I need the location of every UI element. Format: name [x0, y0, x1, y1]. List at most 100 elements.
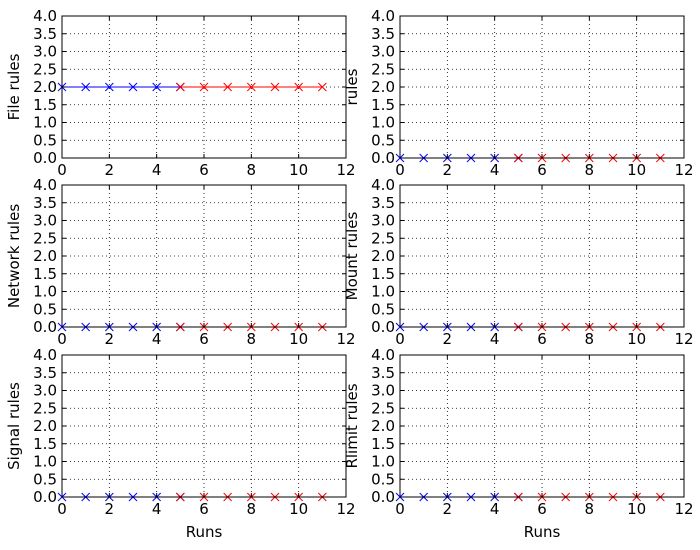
- y-tick-label: 2.0: [371, 247, 395, 265]
- y-tick-label: 4.0: [371, 7, 395, 25]
- x-tick-label: 10: [627, 500, 646, 518]
- x-tick-label: 0: [57, 161, 67, 179]
- y-tick-label: 0.0: [371, 318, 395, 336]
- y-tick-label: 2.0: [371, 417, 395, 435]
- x-tick-label: 12: [336, 500, 355, 518]
- y-tick-label: 2.0: [33, 247, 57, 265]
- y-axis-label: Mount rules: [343, 211, 361, 300]
- subplot-6: 0 2 4 6 8 10 12 0.00.51.01.52.02.53.03.54.0 Rlim…: [343, 346, 694, 541]
- x-tick-label: 0: [395, 330, 405, 348]
- x-tick-label: 6: [199, 500, 209, 518]
- x-tick-label: 2: [443, 161, 453, 179]
- x-tick-label: 8: [247, 161, 257, 179]
- y-tick-label: 3.5: [371, 194, 395, 212]
- y-tick-label: 2.5: [371, 60, 395, 78]
- x-tick-label: 4: [490, 330, 500, 348]
- data-point: [270, 82, 280, 92]
- subplot-5: 0 2 4 6 8 10 12 0.00.51.01.52.02.53.03.54.0 Sign…: [5, 346, 356, 541]
- x-tick-label: 6: [199, 330, 209, 348]
- y-tick-label: 0.0: [33, 488, 57, 506]
- y-tick-label: 1.0: [371, 453, 395, 471]
- y-tick-label: 3.0: [371, 212, 395, 230]
- y-tick-label: 1.0: [371, 283, 395, 301]
- y-tick-label: 0.5: [371, 470, 395, 488]
- y-tick-label: 2.0: [33, 417, 57, 435]
- x-tick-label: 8: [247, 330, 257, 348]
- subplot-2: 0 2 4 6 8 10 12 0.00.51.01.52.02.53.03.54.0 rule…: [343, 7, 694, 179]
- x-axis-label: Runs: [186, 523, 223, 541]
- x-tick-label: 0: [395, 161, 405, 179]
- y-axis-label: Rlimit rules: [343, 383, 361, 468]
- grid: [400, 185, 684, 327]
- y-tick-label: 3.5: [371, 25, 395, 43]
- y-tick-label: 2.5: [371, 229, 395, 247]
- y-tick-label: 0.5: [33, 470, 57, 488]
- grid: [400, 16, 684, 158]
- x-tick-label: 6: [199, 161, 209, 179]
- y-tick-label: 2.0: [371, 78, 395, 96]
- x-tick-label: 2: [105, 330, 115, 348]
- y-tick-label: 3.5: [33, 364, 57, 382]
- subplot-4: 0 2 4 6 8 10 12 0.00.51.01.52.02.53.03.54.0 Moun…: [343, 176, 694, 348]
- data-point: [223, 82, 233, 92]
- x-tick-label: 6: [537, 330, 547, 348]
- y-tick-label: 4.0: [33, 7, 57, 25]
- x-tick-label: 6: [537, 500, 547, 518]
- y-tick-label: 3.0: [33, 212, 57, 230]
- x-tick-label: 8: [247, 500, 257, 518]
- y-tick-label: 3.0: [371, 43, 395, 61]
- x-tick-label: 2: [105, 500, 115, 518]
- y-tick-label: 2.5: [33, 60, 57, 78]
- y-tick-label: 3.5: [371, 364, 395, 382]
- x-tick-label: 2: [105, 161, 115, 179]
- y-tick-label: 4.0: [371, 346, 395, 364]
- y-tick-label: 1.5: [371, 435, 395, 453]
- y-tick-label: 3.5: [33, 25, 57, 43]
- subplot-1: 0 2 4 6 8 10 12 0.00.51.01.52.02.53.03.54.0 File…: [5, 7, 356, 179]
- data-point: [317, 82, 327, 92]
- x-tick-label: 4: [152, 161, 162, 179]
- y-tick-label: 3.0: [33, 43, 57, 61]
- y-tick-label: 0.0: [371, 488, 395, 506]
- data-point: [175, 82, 185, 92]
- y-tick-label: 1.5: [33, 96, 57, 114]
- data-point: [199, 82, 209, 92]
- y-axis-label: Signal rules: [5, 382, 23, 470]
- y-axis-label: File rules: [5, 53, 23, 120]
- y-tick-label: 2.0: [33, 78, 57, 96]
- grid: [400, 355, 684, 497]
- series-1: [57, 82, 185, 92]
- x-tick-label: 4: [152, 330, 162, 348]
- data-point: [81, 82, 91, 92]
- y-tick-label: 3.0: [371, 382, 395, 400]
- y-tick-label: 1.5: [371, 96, 395, 114]
- x-tick-label: 10: [627, 161, 646, 179]
- x-tick-label: 10: [289, 161, 308, 179]
- y-tick-label: 0.5: [371, 131, 395, 149]
- y-axis-label: Network rules: [5, 204, 23, 308]
- y-axis-label: rules: [343, 68, 361, 105]
- x-tick-label: 8: [585, 161, 595, 179]
- y-tick-label: 1.5: [33, 435, 57, 453]
- x-axis-label: Runs: [524, 523, 561, 541]
- x-tick-label: 4: [490, 161, 500, 179]
- x-tick-label: 12: [336, 161, 355, 179]
- x-tick-label: 6: [537, 161, 547, 179]
- y-tick-label: 1.0: [371, 114, 395, 132]
- y-tick-label: 4.0: [33, 346, 57, 364]
- x-tick-label: 10: [289, 330, 308, 348]
- y-tick-label: 0.5: [33, 300, 57, 318]
- grid: [62, 185, 346, 327]
- data-point: [104, 82, 114, 92]
- y-tick-label: 1.5: [33, 265, 57, 283]
- y-tick-label: 4.0: [33, 176, 57, 194]
- x-tick-label: 12: [674, 330, 693, 348]
- x-tick-label: 2: [443, 500, 453, 518]
- x-tick-label: 0: [57, 330, 67, 348]
- y-tick-label: 1.0: [33, 453, 57, 471]
- data-point: [152, 82, 162, 92]
- series-2: [175, 82, 327, 92]
- y-tick-label: 0.0: [371, 149, 395, 167]
- x-tick-label: 12: [674, 161, 693, 179]
- y-tick-label: 3.5: [33, 194, 57, 212]
